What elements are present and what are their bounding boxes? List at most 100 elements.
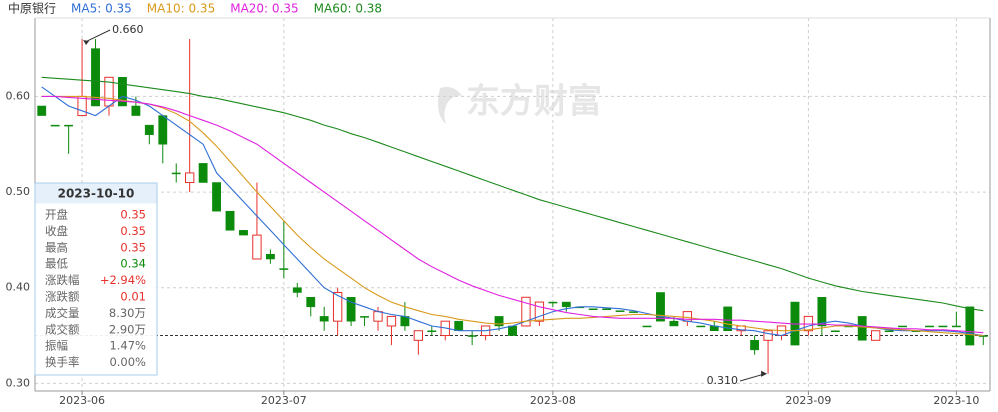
tooltip-value: 0.35	[120, 240, 146, 254]
tooltip-value: 0.35	[120, 224, 146, 238]
x-tick-label: 2023-07	[261, 394, 307, 407]
annotation-arrowhead	[761, 370, 768, 377]
legend-entry: MA10: 0.35	[147, 2, 215, 16]
watermark-logo	[438, 87, 462, 124]
x-tick-label: 2023-08	[530, 394, 576, 407]
tooltip-date: 2023-10-10	[58, 187, 135, 201]
tooltip-label: 最低	[45, 257, 68, 271]
legend-entry: MA20: 0.35	[230, 2, 298, 16]
candle-body	[332, 291, 343, 322]
candle-body	[588, 308, 598, 310]
candle-body	[898, 325, 907, 328]
candle-body	[158, 115, 168, 145]
tooltip-header-bg	[35, 183, 157, 204]
legend-entry: MA5: 0.35	[71, 2, 132, 16]
tooltip-value: 0.34	[120, 257, 146, 271]
tooltip-label: 涨跌额	[45, 290, 80, 304]
tooltip-label: 成交额	[45, 322, 80, 336]
candle-body	[50, 124, 60, 127]
ma-line	[41, 86, 984, 337]
tooltip-value: 8.30万	[109, 306, 146, 320]
tooltip-value: +2.94%	[100, 273, 146, 287]
candle-body	[615, 310, 625, 312]
candle-body	[225, 210, 235, 231]
tooltip-value: 1.47%	[109, 339, 146, 353]
ma-line	[41, 76, 984, 312]
annotation-label: 0.310	[707, 374, 739, 387]
annotation-label: 0.660	[112, 23, 143, 36]
ma-line	[41, 95, 984, 334]
candle-body	[857, 316, 867, 341]
annotation-arrow	[739, 373, 766, 382]
candle-body	[279, 268, 289, 270]
candle-body	[252, 234, 262, 260]
candle-body	[642, 325, 652, 328]
x-tick-label: 2023-10	[933, 394, 979, 407]
candle-body	[750, 340, 760, 351]
legend-entry: 中原银行	[8, 1, 56, 16]
ma-line	[41, 95, 984, 337]
tooltip-label: 开盘	[45, 208, 68, 222]
candle-body	[521, 296, 531, 327]
annotation-arrowhead	[83, 40, 90, 46]
tooltip-value: 0.35	[120, 208, 146, 222]
candle-body	[494, 316, 504, 327]
candle-body	[413, 330, 424, 341]
tooltip-label: 换手率	[45, 355, 80, 369]
annotation-arrow	[84, 29, 111, 43]
candle-body	[925, 325, 934, 328]
watermark: 东方财富	[438, 82, 602, 124]
candle-body	[951, 325, 961, 328]
candle-body	[467, 335, 477, 337]
candle-body	[965, 306, 975, 346]
candle-body	[508, 325, 517, 336]
candle-body	[669, 320, 679, 327]
candle-body	[454, 320, 464, 331]
candle-body	[534, 301, 545, 322]
candle-body	[171, 172, 181, 175]
candle-body	[91, 48, 100, 107]
candle-body	[884, 330, 894, 332]
candle-body	[239, 230, 248, 236]
candle-body	[938, 325, 948, 328]
tooltip: 2023-10-10 开盘 0.35 收盘 0.35 最高 0.35 最低 0.34 涨跌幅 +2.…	[34, 182, 158, 376]
candle-body	[763, 330, 773, 341]
tooltip-label: 最高	[45, 240, 68, 254]
candle-body	[723, 306, 733, 331]
candle-body	[185, 172, 195, 184]
tooltip-label: 振幅	[45, 339, 68, 353]
candle-body	[427, 330, 437, 332]
y-tick-label: 0.50	[6, 185, 31, 198]
candle-body	[131, 105, 141, 116]
candle-body	[360, 316, 369, 318]
candle-body	[144, 124, 154, 135]
candle-body	[306, 297, 316, 308]
candle-body	[292, 287, 302, 293]
candle-body	[118, 77, 127, 107]
candle-body	[373, 311, 383, 322]
candle-body	[319, 316, 329, 322]
tooltip-value: 0.00%	[109, 355, 146, 369]
tooltip-label: 成交量	[45, 306, 80, 320]
tooltip-value: 2.90万	[109, 322, 146, 336]
candle-body	[386, 315, 397, 327]
candle-body	[346, 297, 356, 322]
watermark-text: 东方财富	[466, 82, 602, 122]
tooltip-value: 0.01	[120, 290, 146, 304]
y-tick-label: 0.40	[6, 281, 31, 294]
tooltip-label: 收盘	[45, 224, 68, 238]
candle-body	[37, 105, 47, 116]
tooltip-label: 涨跌幅	[45, 273, 80, 287]
x-tick-label: 2023-06	[59, 394, 105, 407]
candle-body	[77, 95, 87, 117]
x-tick-label: 2023-09	[785, 394, 831, 407]
candle-body	[817, 297, 827, 327]
candle-body	[561, 301, 571, 308]
y-tick-label: 0.60	[6, 89, 31, 102]
candle-body	[64, 124, 74, 127]
candle-body	[548, 301, 558, 304]
tooltip-box	[34, 182, 158, 376]
candle-body	[198, 163, 208, 183]
candle-body	[830, 330, 840, 332]
candle-body	[656, 292, 665, 322]
